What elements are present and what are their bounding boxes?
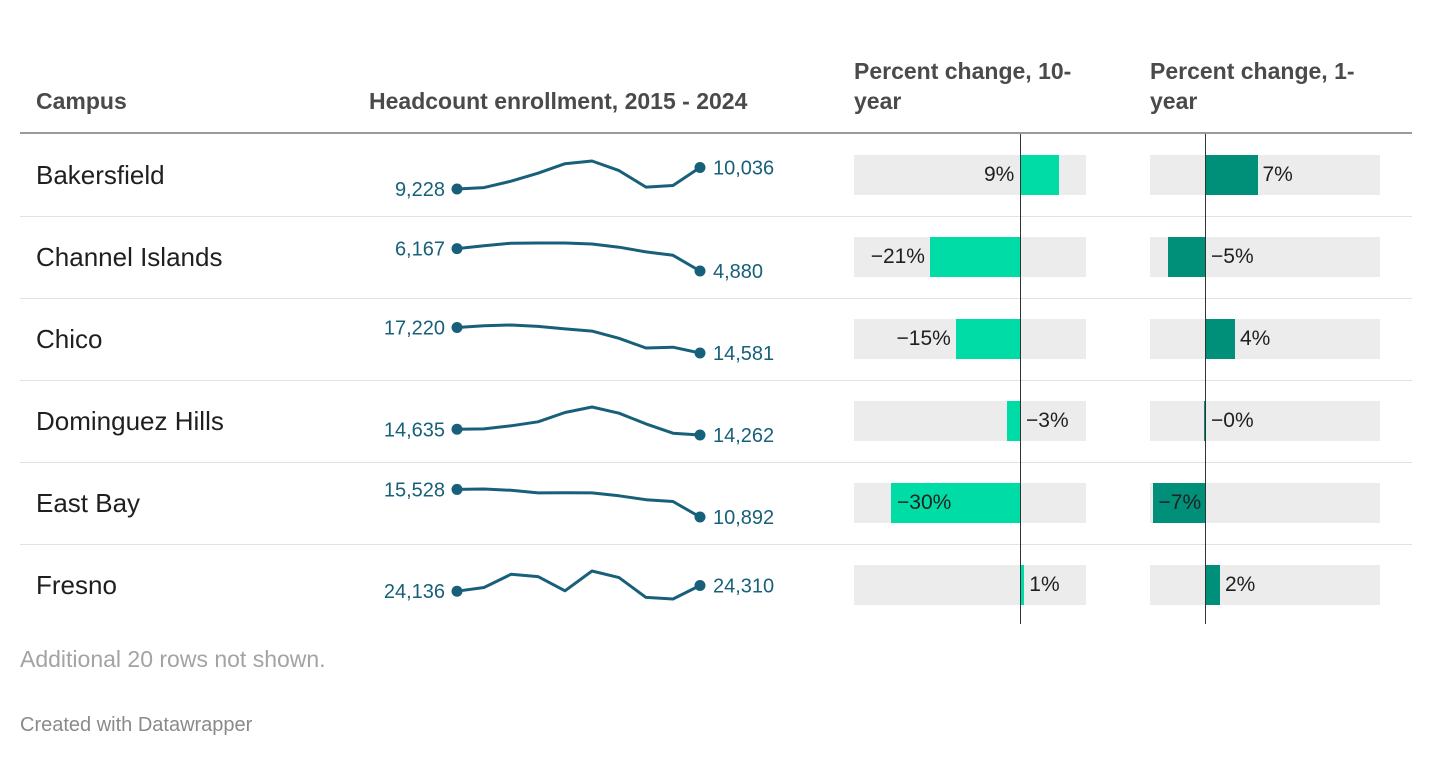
ten-year-label: −21% <box>870 245 925 268</box>
sparkline-enrollment <box>455 405 702 437</box>
sparkline-end-dot <box>694 511 706 523</box>
sparkline-enrollment <box>455 569 702 601</box>
sparkline-start-label: 15,528 <box>384 479 445 501</box>
ten-year-track <box>854 401 1086 441</box>
header-percent-change-10-year[interactable]: Percent change, 10-year <box>854 58 1072 114</box>
sparkline-end-dot <box>694 347 706 359</box>
sparkline-start-dot <box>451 585 463 597</box>
row-divider <box>20 298 1412 299</box>
ten-year-bar <box>1007 401 1020 441</box>
campus-name[interactable]: Chico <box>36 324 103 354</box>
one-year-bar <box>1205 155 1258 195</box>
sparkline-enrollment <box>455 159 702 191</box>
sparkline-end-label: 14,262 <box>713 425 774 447</box>
sparkline-start-label: 24,136 <box>384 581 445 603</box>
header-divider <box>20 132 1412 134</box>
sparkline-enrollment <box>455 487 702 519</box>
sparkline-start-dot <box>451 322 463 334</box>
sparkline-start-label: 17,220 <box>384 318 445 340</box>
campus-name[interactable]: Bakersfield <box>36 160 165 190</box>
ten-year-bar <box>1020 155 1059 195</box>
campus-name[interactable]: East Bay <box>36 488 141 518</box>
sparkline-end-label: 4,880 <box>713 261 763 283</box>
sparkline-enrollment <box>455 323 702 355</box>
campus-name[interactable]: Channel Islands <box>36 242 223 272</box>
header-headcount-enrollment[interactable]: Headcount enrollment, 2015 - 2024 <box>369 88 748 114</box>
row-divider <box>20 216 1412 217</box>
one-year-bar <box>1152 483 1205 523</box>
one-year-bar <box>1205 319 1235 359</box>
ten-year-track <box>854 565 1086 605</box>
header-campus[interactable]: Campus <box>36 88 127 114</box>
sparkline-end-dot <box>694 429 706 441</box>
one-year-label: −7% <box>1158 491 1202 514</box>
ten-year-bar <box>891 483 1020 523</box>
row-divider <box>20 462 1412 463</box>
sparkline-end-dot <box>694 579 706 591</box>
ten-year-label: −30% <box>897 491 952 514</box>
sparkline-end-label: 10,036 <box>713 157 774 179</box>
ten-year-label: 1% <box>1029 573 1060 596</box>
sparkline-end-label: 24,310 <box>713 575 774 597</box>
sparkline-enrollment <box>455 241 702 273</box>
sparkline-start-dot <box>451 483 463 495</box>
sparkline-end-label: 10,892 <box>713 507 774 529</box>
sparkline-start-dot <box>451 243 463 255</box>
one-year-label: 7% <box>1262 163 1293 186</box>
sparkline-start-label: 14,635 <box>384 419 445 441</box>
ten-year-bar <box>1020 565 1025 605</box>
sparkline-end-dot <box>694 161 706 173</box>
sparkline-end-label: 14,581 <box>713 343 774 365</box>
one-year-zero-axis <box>1205 134 1206 624</box>
header-percent-change-1-year[interactable]: Percent change, 1-year <box>1150 58 1355 114</box>
ten-year-label: −15% <box>896 327 951 350</box>
rows-not-shown-note: Additional 20 rows not shown. <box>20 646 326 672</box>
one-year-label: −0% <box>1211 409 1254 432</box>
one-year-label: 4% <box>1240 327 1271 350</box>
sparkline-start-dot <box>451 183 463 195</box>
sparkline-start-dot <box>451 423 463 435</box>
one-year-label: −5% <box>1211 245 1254 268</box>
one-year-track <box>1150 401 1380 441</box>
one-year-track <box>1150 155 1380 195</box>
ten-year-bar <box>955 319 1020 359</box>
row-divider <box>20 380 1412 381</box>
ten-year-label: 9% <box>984 163 1015 186</box>
sparkline-end-dot <box>694 265 706 277</box>
row-divider <box>20 544 1412 545</box>
ten-year-bar <box>929 237 1020 277</box>
sparkline-start-label: 9,228 <box>395 179 445 201</box>
sparkline-start-label: 6,167 <box>395 239 445 261</box>
one-year-track <box>1150 565 1380 605</box>
one-year-label: 2% <box>1225 573 1256 596</box>
datawrapper-credit: Created with Datawrapper <box>20 714 253 736</box>
one-year-bar <box>1167 237 1205 277</box>
one-year-bar <box>1205 565 1220 605</box>
ten-year-zero-axis <box>1020 134 1021 624</box>
ten-year-label: −3% <box>1026 409 1069 432</box>
campus-name[interactable]: Dominguez Hills <box>36 406 224 436</box>
campus-name[interactable]: Fresno <box>36 570 117 600</box>
one-year-track <box>1150 319 1380 359</box>
one-year-bar <box>1203 401 1205 441</box>
